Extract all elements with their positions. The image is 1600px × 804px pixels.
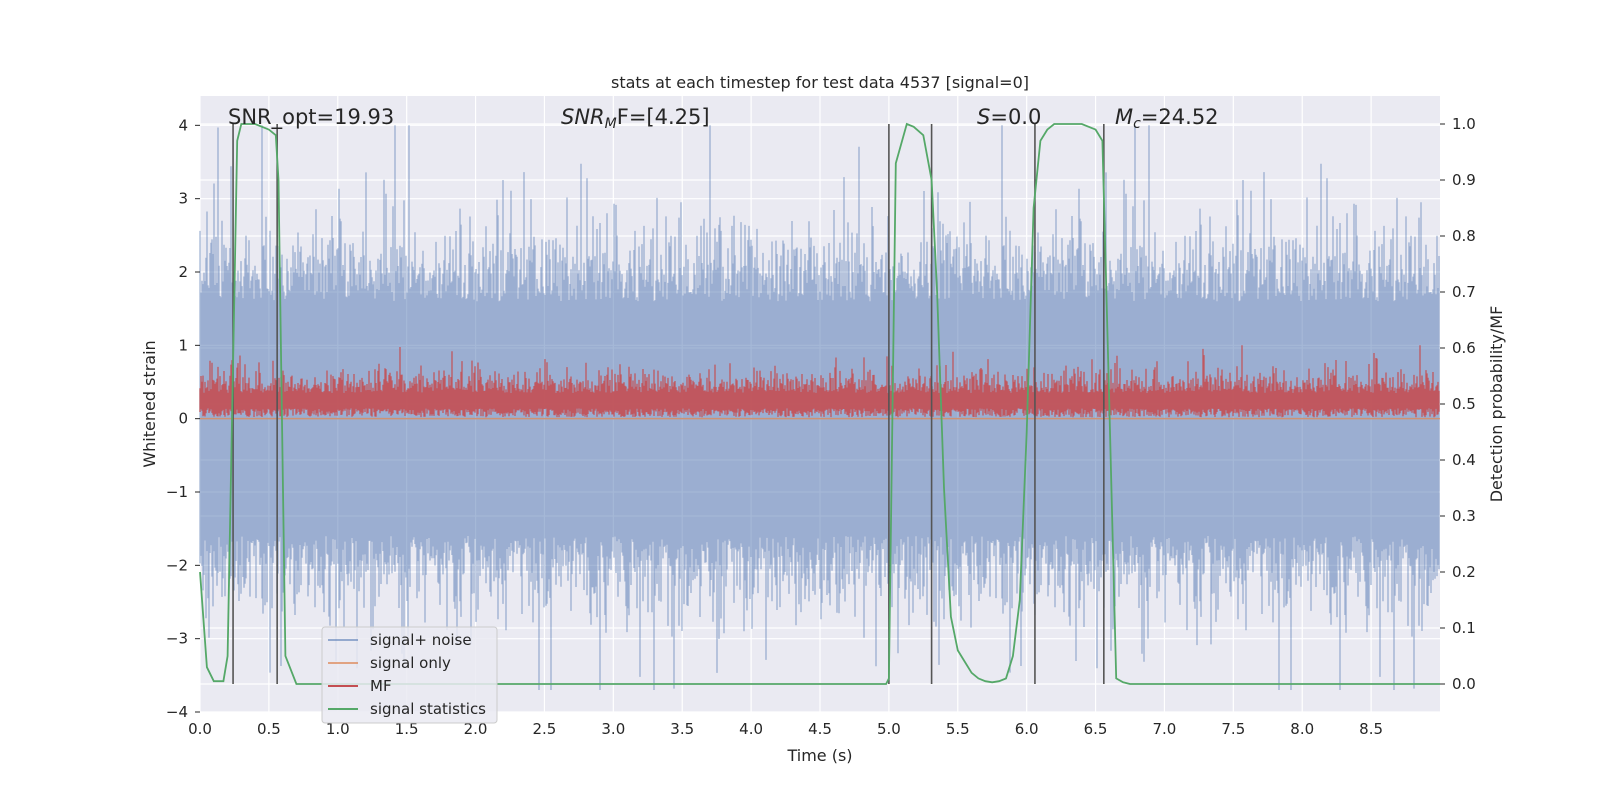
x-tick-label: 3.5 bbox=[670, 720, 694, 738]
s-value: =0.0 bbox=[990, 105, 1041, 129]
y-axis-right-ticks: 1.0 0.9 0.8 0.7 0.6 0.5 0.4 0.3 0.2 0.1 0.0 bbox=[1440, 115, 1476, 693]
y-right-tick-label: 0.7 bbox=[1452, 283, 1476, 301]
legend: signal+ noise signal only MF signal stat… bbox=[321, 626, 498, 724]
mc-subscript: c bbox=[1133, 116, 1141, 132]
y-left-tick-label: −1 bbox=[166, 483, 188, 501]
y-right-tick-label: 0.5 bbox=[1452, 395, 1476, 413]
y-right-tick-label: 0.0 bbox=[1452, 675, 1476, 693]
y-axis-left-label: Whitened strain bbox=[140, 340, 159, 467]
annotation-s: S=0.0 bbox=[977, 105, 1041, 129]
y-left-tick-label: 0 bbox=[178, 410, 188, 428]
legend-label-signal-noise: signal+ noise bbox=[370, 631, 472, 649]
legend-box bbox=[321, 626, 498, 724]
legend-label-signal-only: signal only bbox=[370, 654, 451, 672]
x-tick-label: 7.5 bbox=[1221, 720, 1245, 738]
y-left-tick-label: 1 bbox=[178, 336, 188, 354]
annotation-snr-mf: SNRMF=[4.25] bbox=[561, 105, 710, 132]
annotation-snr-opt: SNR_opt=19.93 bbox=[228, 105, 394, 130]
mf-trace bbox=[199, 345, 1440, 418]
x-tick-label: 6.0 bbox=[1015, 720, 1039, 738]
mf-series bbox=[199, 345, 1440, 418]
y-right-tick-label: 0.9 bbox=[1452, 171, 1476, 189]
y-right-tick-label: 0.4 bbox=[1452, 451, 1476, 469]
snr-mf-subscript: M bbox=[605, 116, 617, 132]
y-axis-right-label: Detection probability/MF bbox=[1487, 306, 1506, 503]
mc-name: M bbox=[1115, 105, 1133, 129]
chart-title: stats at each timestep for test data 453… bbox=[611, 73, 1029, 92]
signal-statistics-line bbox=[199, 122, 1440, 685]
x-axis-label: Time (s) bbox=[786, 746, 852, 765]
x-tick-label: 2.5 bbox=[533, 720, 557, 738]
x-tick-label: 4.5 bbox=[808, 720, 832, 738]
x-tick-label: 8.0 bbox=[1290, 720, 1314, 738]
y-axis-left-ticks: 4 3 2 1 0 −1 −2 −3 −4 bbox=[166, 116, 200, 721]
legend-label-mf: MF bbox=[370, 677, 392, 695]
y-right-tick-label: 0.2 bbox=[1452, 563, 1476, 581]
y-right-tick-label: 0.6 bbox=[1452, 339, 1476, 357]
signal-statistics-series bbox=[199, 122, 1440, 685]
y-left-tick-label: −2 bbox=[166, 556, 188, 574]
y-left-tick-label: −3 bbox=[166, 630, 188, 648]
x-tick-label: 0.0 bbox=[188, 720, 212, 738]
x-tick-label: 8.5 bbox=[1359, 720, 1383, 738]
annotation-mc: Mc=24.52 bbox=[1115, 105, 1219, 132]
x-tick-label: 4.0 bbox=[739, 720, 763, 738]
mc-value: =24.52 bbox=[1141, 105, 1219, 129]
x-tick-label: 5.5 bbox=[946, 720, 970, 738]
y-left-tick-label: −4 bbox=[166, 703, 188, 721]
x-tick-label: 1.5 bbox=[395, 720, 419, 738]
snr-mf-name: SNR bbox=[561, 105, 605, 129]
y-right-tick-label: 0.1 bbox=[1452, 619, 1476, 637]
x-tick-label: 1.0 bbox=[326, 720, 350, 738]
y-right-tick-label: 0.8 bbox=[1452, 227, 1476, 245]
y-right-tick-label: 0.3 bbox=[1452, 507, 1476, 525]
x-tick-label: 7.0 bbox=[1153, 720, 1177, 738]
y-left-tick-label: 4 bbox=[178, 116, 188, 134]
y-right-tick-label: 1.0 bbox=[1452, 115, 1476, 133]
x-tick-label: 3.0 bbox=[601, 720, 625, 738]
legend-label-signal-statistics: signal statistics bbox=[370, 700, 486, 718]
x-tick-label: 0.5 bbox=[257, 720, 281, 738]
x-axis-ticks: 0.0 0.5 1.0 1.5 2.0 2.5 3.0 3.5 4.0 4.5 5.0 5.5 6.0 6… bbox=[188, 720, 1383, 738]
snr-mf-value: F=[4.25] bbox=[617, 105, 710, 129]
x-tick-label: 5.0 bbox=[877, 720, 901, 738]
y-left-tick-label: 3 bbox=[178, 190, 188, 208]
s-name: S bbox=[977, 105, 990, 129]
y-left-tick-label: 2 bbox=[178, 263, 188, 281]
x-tick-label: 2.0 bbox=[464, 720, 488, 738]
x-tick-label: 6.5 bbox=[1084, 720, 1108, 738]
